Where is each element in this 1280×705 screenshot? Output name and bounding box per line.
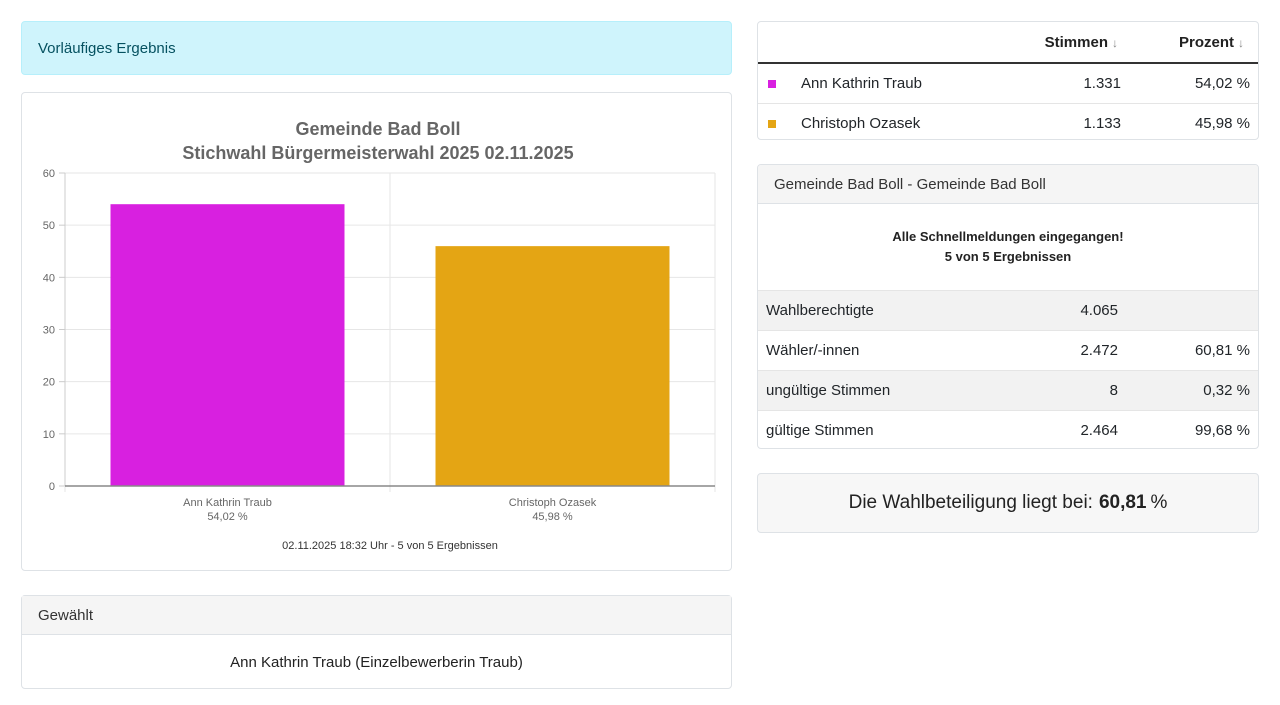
stats-row: Wahlberechtigte 4.065: [758, 290, 1258, 330]
y-tick-label: 30: [43, 325, 55, 337]
stats-percent: 99,68 %: [1194, 422, 1250, 439]
y-tick-label: 10: [43, 429, 55, 441]
chart-title: Gemeinde Bad Boll: [295, 119, 460, 139]
votes-table: Stimmen ↓ Prozent ↓ Ann Kathrin Traub 1.33…: [757, 21, 1259, 140]
column-header-stimmen[interactable]: Stimmen ↓: [1044, 33, 1118, 51]
candidate-votes: 1.331: [1083, 75, 1121, 92]
y-tick-label: 20: [43, 377, 55, 389]
stats-percent: 60,81 %: [1194, 342, 1250, 359]
stats-label: Wahlberechtigte: [766, 302, 874, 319]
candidate-name: Ann Kathrin Traub: [801, 75, 922, 92]
x-tick-sublabel: 54,02 %: [207, 511, 248, 523]
chart-footnote: 02.11.2025 18:32 Uhr - 5 von 5 Ergebniss…: [282, 540, 498, 552]
turnout-suffix: %: [1150, 492, 1168, 513]
stats-value: 2.464: [1080, 422, 1118, 439]
sort-arrow-icon[interactable]: ↓: [1112, 35, 1118, 50]
candidate-name: Christoph Ozasek: [801, 115, 921, 132]
elected-header: Gewählt: [22, 596, 731, 635]
color-legend-icon: [768, 79, 776, 88]
bar-chart: Gemeinde Bad Boll Stichwahl Bürgermeister…: [43, 119, 716, 552]
reporting-notice: Alle Schnellmeldungen eingegangen! 5 von…: [758, 204, 1258, 290]
stats-value: 8: [1109, 382, 1118, 399]
candidate-votes: 1.133: [1083, 115, 1121, 132]
candidate-percent: 45,98 %: [1194, 115, 1250, 132]
y-tick-label: 60: [43, 168, 55, 180]
stats-label: gültige Stimmen: [766, 422, 874, 439]
x-tick-label: Ann Kathrin Traub: [183, 497, 272, 509]
stats-value: 4.065: [1080, 302, 1118, 319]
notice-line-2: 5 von 5 Ergebnissen: [944, 249, 1072, 264]
chart-bar: [110, 204, 345, 486]
turnout-box: Die Wahlbeteiligung liegt bei: 60,81 %: [757, 473, 1259, 533]
x-tick-sublabel: 45,98 %: [532, 511, 573, 523]
elected-card: Gewählt Ann Kathrin Traub (Einzelbewerbe…: [21, 595, 732, 689]
y-tick-label: 50: [43, 220, 55, 232]
chart-card: Gemeinde Bad Boll Stichwahl Bürgermeister…: [21, 92, 732, 571]
stats-card: Gemeinde Bad Boll - Gemeinde Bad Boll Al…: [757, 164, 1259, 449]
votes-table-header: Stimmen ↓ Prozent ↓: [758, 22, 1258, 64]
x-tick-label: Christoph Ozasek: [509, 497, 597, 509]
stats-label: Wähler/-innen: [766, 342, 860, 359]
y-tick-label: 0: [49, 481, 55, 493]
stats-row: ungültige Stimmen 8 0,32 %: [758, 370, 1258, 410]
stats-percent: 0,32 %: [1203, 382, 1250, 399]
stats-header: Gemeinde Bad Boll - Gemeinde Bad Boll: [758, 165, 1258, 204]
color-legend-icon: [768, 119, 776, 128]
column-header-prozent[interactable]: Prozent ↓: [1178, 33, 1244, 51]
candidate-percent: 54,02 %: [1194, 75, 1250, 92]
notice-line-1: Alle Schnellmeldungen eingegangen!: [892, 229, 1124, 244]
sort-arrow-icon[interactable]: ↓: [1238, 35, 1244, 50]
preliminary-result-alert: Vorläufiges Ergebnis: [21, 21, 732, 75]
turnout-value: 60,81: [1098, 492, 1147, 513]
table-row: Ann Kathrin Traub 1.331 54,02 %: [758, 64, 1258, 104]
y-tick-label: 40: [43, 272, 55, 284]
alert-text: Vorläufiges Ergebnis: [38, 39, 176, 57]
turnout-prefix: Die Wahlbeteiligung liegt bei:: [848, 492, 1093, 513]
chart-bar: [435, 246, 670, 486]
table-row: Christoph Ozasek 1.133 45,98 %: [758, 104, 1258, 139]
stats-row: gültige Stimmen 2.464 99,68 %: [758, 410, 1258, 448]
chart-subtitle: Stichwahl Bürgermeisterwahl 2025 02.11.2…: [182, 143, 573, 163]
stats-row: Wähler/-innen 2.472 60,81 %: [758, 330, 1258, 370]
elected-name: Ann Kathrin Traub (Einzelbewerberin Trau…: [230, 653, 523, 671]
stats-label: ungültige Stimmen: [766, 382, 891, 399]
stats-value: 2.472: [1080, 342, 1118, 359]
